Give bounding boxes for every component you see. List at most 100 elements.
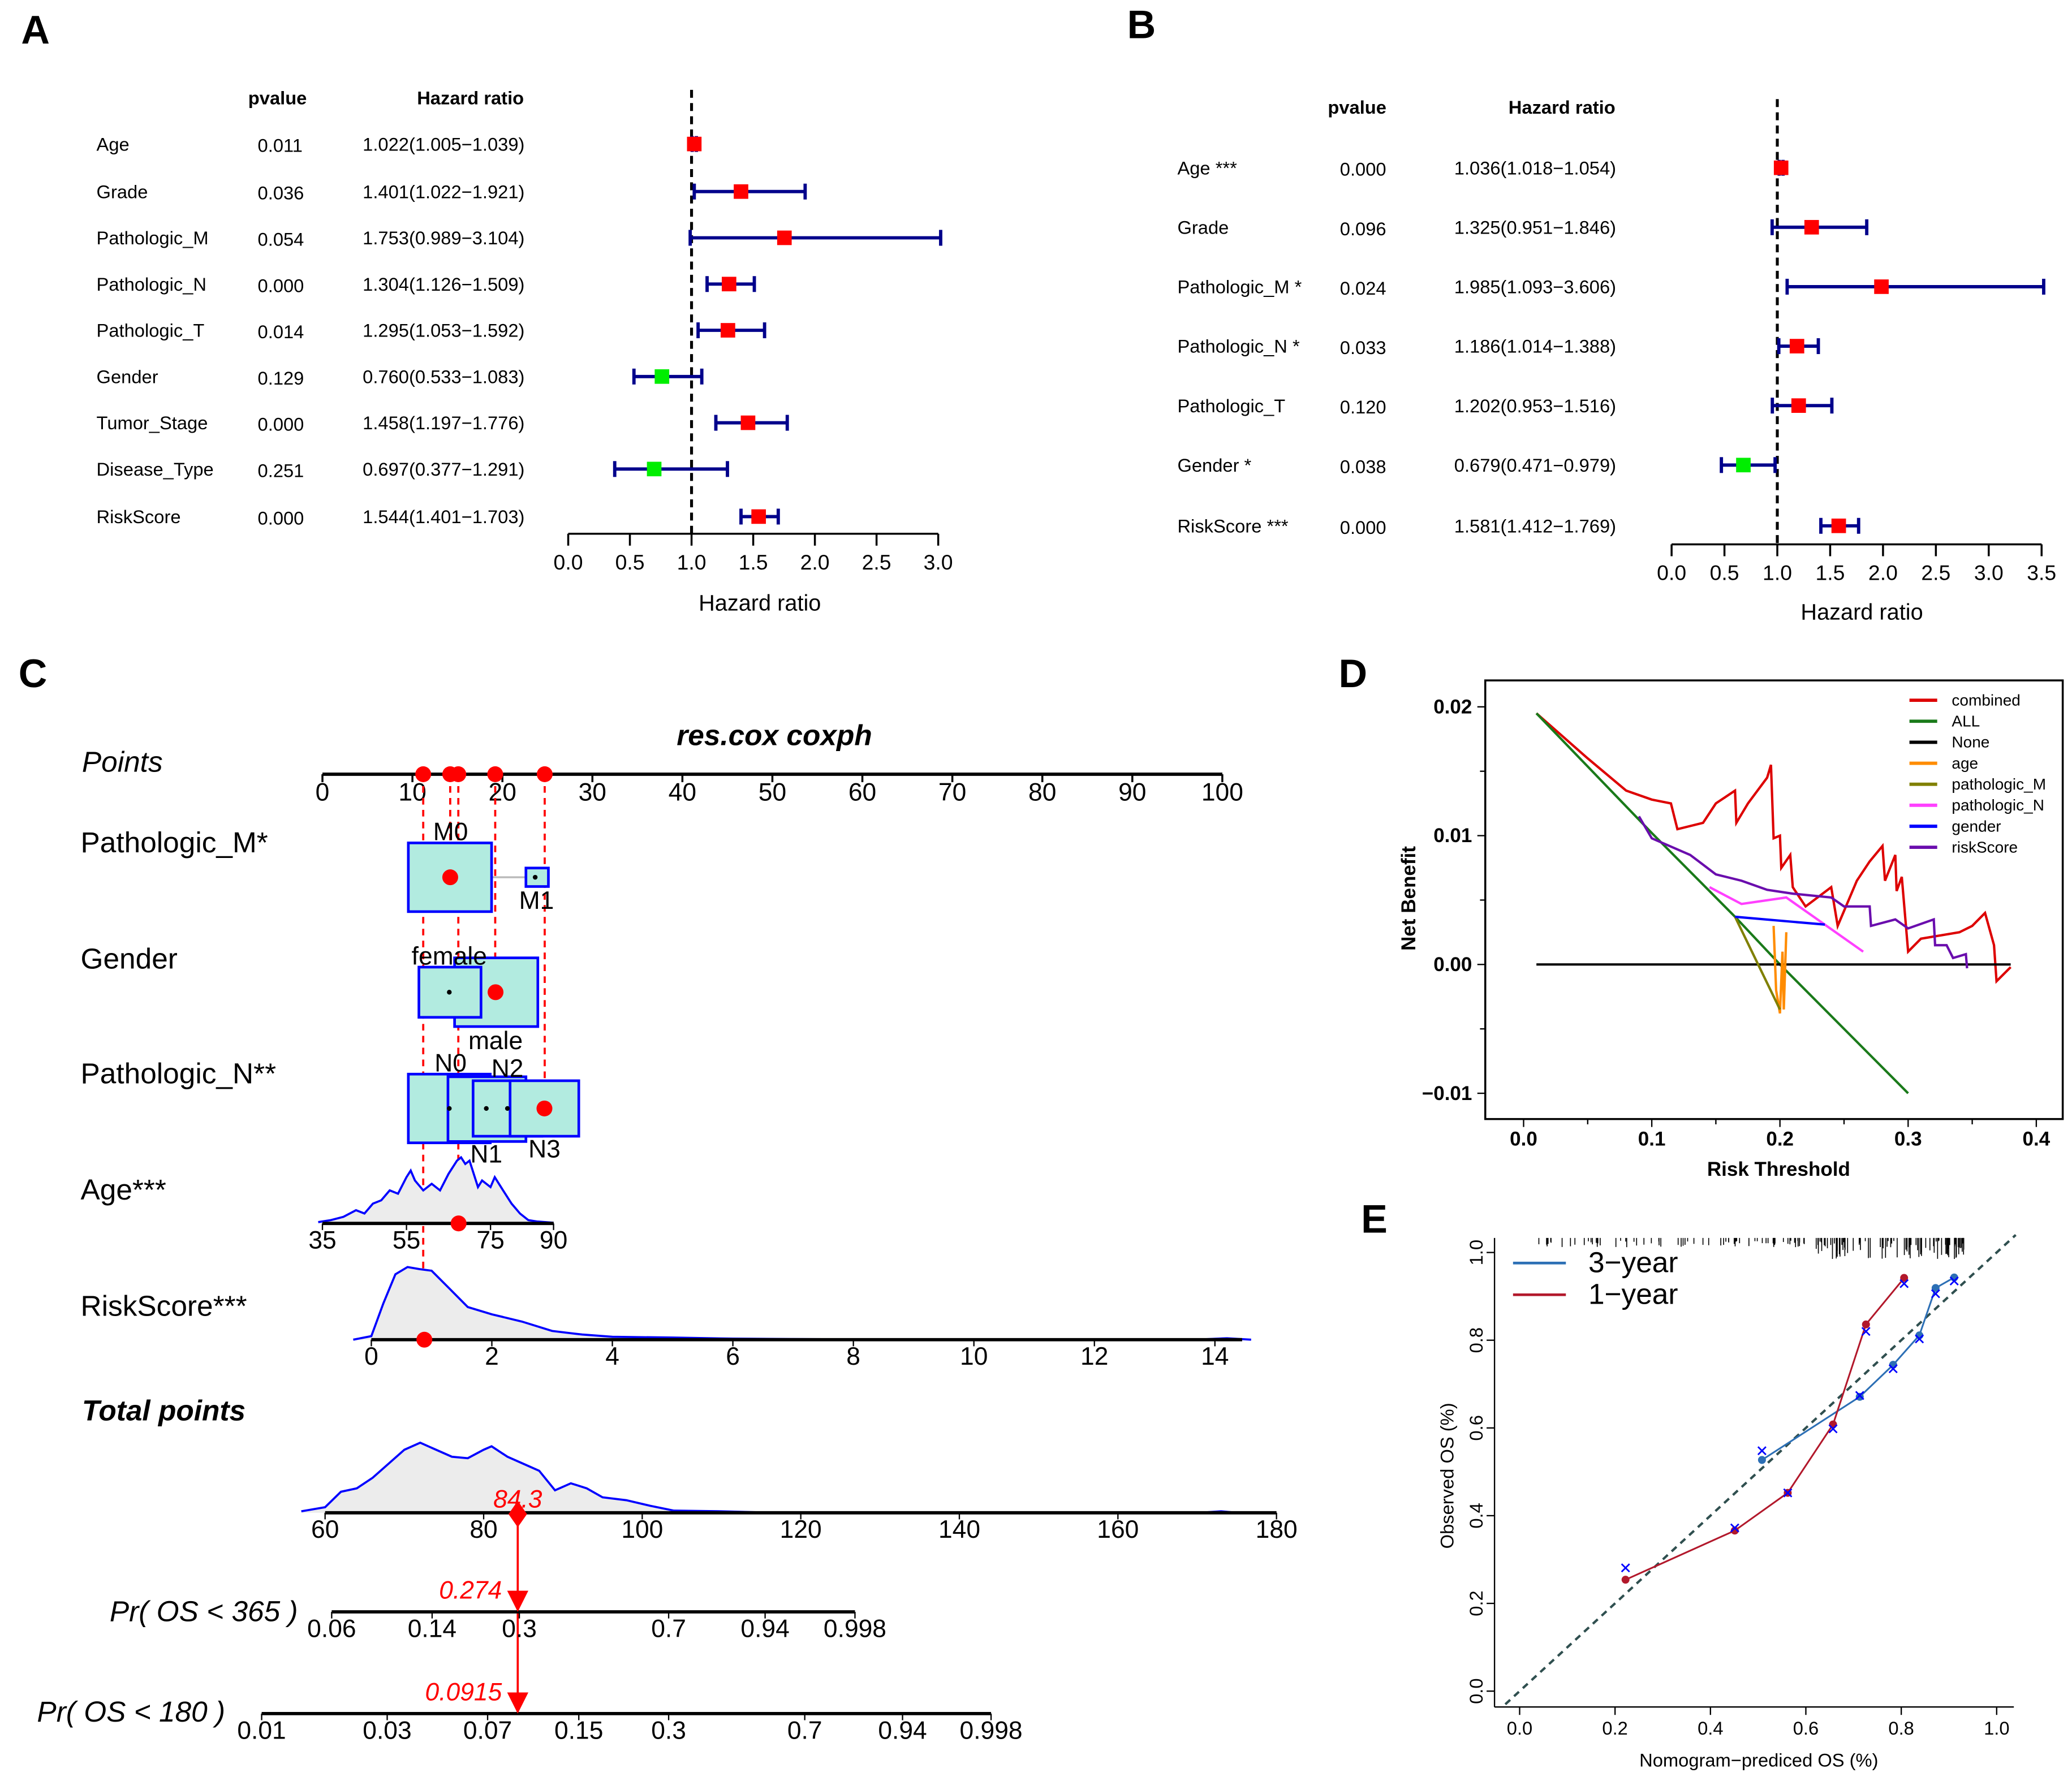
prediction-tick-label: 0.3 <box>502 1615 537 1642</box>
selected-points-marker <box>536 766 553 782</box>
y-tick-label: 0.6 <box>1466 1415 1487 1440</box>
bias-corrected-marker <box>1899 1279 1909 1288</box>
row-name: Disease_Type <box>97 459 214 480</box>
calibration-point <box>1931 1284 1940 1292</box>
calibration-point <box>1855 1392 1864 1401</box>
row-hr-text: 0.679(0.471−0.979) <box>1454 455 1616 476</box>
selected-level-marker <box>450 1215 467 1232</box>
selected-level-marker <box>536 1100 553 1116</box>
row-name: Age <box>97 133 130 154</box>
row-pvalue: 0.000 <box>1340 159 1386 180</box>
row-hr-text: 1.036(1.018−1.054) <box>1454 157 1616 178</box>
hr-marker <box>740 415 756 430</box>
x-tick-label: 1.0 <box>677 550 707 574</box>
level-label: N0 <box>434 1050 467 1077</box>
age-tick-label: 55 <box>393 1227 420 1254</box>
forest-row: Pathologic_N * 0.033 1.186(1.014−1.388) <box>1177 336 1820 358</box>
prediction-tick-label: 0.15 <box>554 1716 603 1744</box>
points-tick-label: 100 <box>1201 779 1243 806</box>
total-tick-label: 120 <box>780 1516 822 1543</box>
prediction-tick-label: 0.7 <box>787 1716 822 1744</box>
hazard-ratio-header: Hazard ratio <box>1509 97 1616 118</box>
y-tick-label: 0.02 <box>1433 696 1472 718</box>
x-tick-label: 0.5 <box>1710 561 1739 585</box>
x-tick-label: 0.6 <box>1793 1718 1819 1739</box>
legend-label: pathologic_M <box>1952 775 2046 793</box>
total-tick-label: 180 <box>1256 1516 1298 1543</box>
age-tick-label: 35 <box>308 1227 336 1254</box>
row-pvalue: 0.251 <box>258 460 304 481</box>
forest-row: RiskScore *** 0.000 1.581(1.412−1.769) <box>1177 515 1860 538</box>
row-pvalue: 0.120 <box>1340 396 1386 417</box>
variable-label-pathologic-n: Pathologic_N** <box>81 1057 277 1090</box>
prediction-tick-label: 0.7 <box>651 1615 686 1642</box>
points-tick-label: 0 <box>316 779 330 806</box>
riskscore-tick-label: 10 <box>960 1343 988 1370</box>
row-pvalue: 0.014 <box>258 321 304 342</box>
points-tick-label: 70 <box>938 779 966 806</box>
level-point <box>532 874 538 880</box>
forest-row: Gender 0.129 0.760(0.533−1.083) <box>97 366 704 389</box>
points-label: Points <box>82 745 163 778</box>
selected-points-marker <box>487 766 503 782</box>
prediction-value: 0.274 <box>439 1577 502 1605</box>
hr-marker <box>1773 160 1789 175</box>
row-name: Pathologic_N <box>97 274 206 295</box>
row-name: Grade <box>1177 217 1229 238</box>
x-tick-label: 2.0 <box>800 550 830 574</box>
row-hr-text: 1.581(1.412−1.769) <box>1454 515 1616 536</box>
forest-row: Tumor_Stage 0.000 1.458(1.197−1.776) <box>97 412 789 435</box>
total-points-density <box>301 1441 1237 1514</box>
row-name: Tumor_Stage <box>97 412 208 433</box>
row-hr-text: 1.022(1.005−1.039) <box>363 133 524 154</box>
y-tick-label: 0.0 <box>1466 1678 1487 1703</box>
total-tick-label: 160 <box>1097 1516 1139 1543</box>
panel-label: D <box>1338 652 1367 696</box>
points-tick-label: 90 <box>1118 779 1146 806</box>
level-point <box>447 990 452 995</box>
prediction-tick-label: 0.06 <box>307 1615 356 1642</box>
riskscore-density-fill <box>353 1267 1251 1340</box>
row-name: RiskScore *** <box>1177 515 1288 536</box>
ideal-diagonal <box>1504 1234 2017 1705</box>
row-pvalue: 0.096 <box>1340 218 1386 239</box>
row-pvalue: 0.129 <box>258 368 304 389</box>
y-tick-label: 0.8 <box>1466 1327 1487 1353</box>
y-axis-label: Observed OS (%) <box>1437 1403 1458 1549</box>
level-label: M0 <box>433 818 468 846</box>
nomogram-title: res.cox coxph <box>677 719 872 752</box>
variable-label-pathologic-m: Pathologic_M* <box>81 826 268 859</box>
legend-label: combined <box>1952 691 2020 709</box>
x-tick-label: 0.2 <box>1602 1718 1627 1739</box>
row-hr-text: 0.697(0.377−1.291) <box>363 459 524 480</box>
bias-corrected-marker <box>1888 1364 1898 1374</box>
forest-row: Grade 0.096 1.325(0.951−1.846) <box>1177 217 1869 239</box>
variable-label-age: Age*** <box>81 1173 166 1206</box>
forest-row: Gender * 0.038 0.679(0.471−0.979) <box>1177 455 1777 477</box>
level-label: female <box>412 942 487 970</box>
bias-corrected-marker <box>1949 1276 1959 1286</box>
prediction-tick-label: 0.998 <box>960 1716 1023 1744</box>
legend-label: 1−year <box>1588 1278 1678 1310</box>
selected-level-marker <box>416 1331 433 1348</box>
age-density <box>318 1155 554 1224</box>
x-axis-label: Risk Threshold <box>1707 1158 1850 1180</box>
hr-marker <box>1874 279 1889 294</box>
panel-label: C <box>19 652 48 696</box>
bias-corrected-marker <box>1915 1334 1924 1344</box>
row-hr-text: 1.325(0.951−1.846) <box>1454 217 1616 238</box>
prediction-tick-label: 0.998 <box>824 1615 886 1642</box>
legend-label: age <box>1952 754 1978 772</box>
selected-level-marker <box>488 984 504 1000</box>
x-tick-label: 0.0 <box>554 550 583 574</box>
row-pvalue: 0.011 <box>258 135 303 156</box>
calibration-point <box>1757 1456 1766 1464</box>
pvalue-header: pvalue <box>248 88 307 109</box>
row-hr-text: 1.753(0.989−3.104) <box>363 227 524 248</box>
points-tick-label: 60 <box>848 779 876 806</box>
prediction-tick-label: 0.14 <box>408 1615 456 1642</box>
level-label: N2 <box>492 1055 524 1082</box>
total-tick-label: 140 <box>938 1516 980 1543</box>
bias-corrected-marker <box>1855 1391 1864 1400</box>
legend-label: pathologic_N <box>1952 796 2044 814</box>
